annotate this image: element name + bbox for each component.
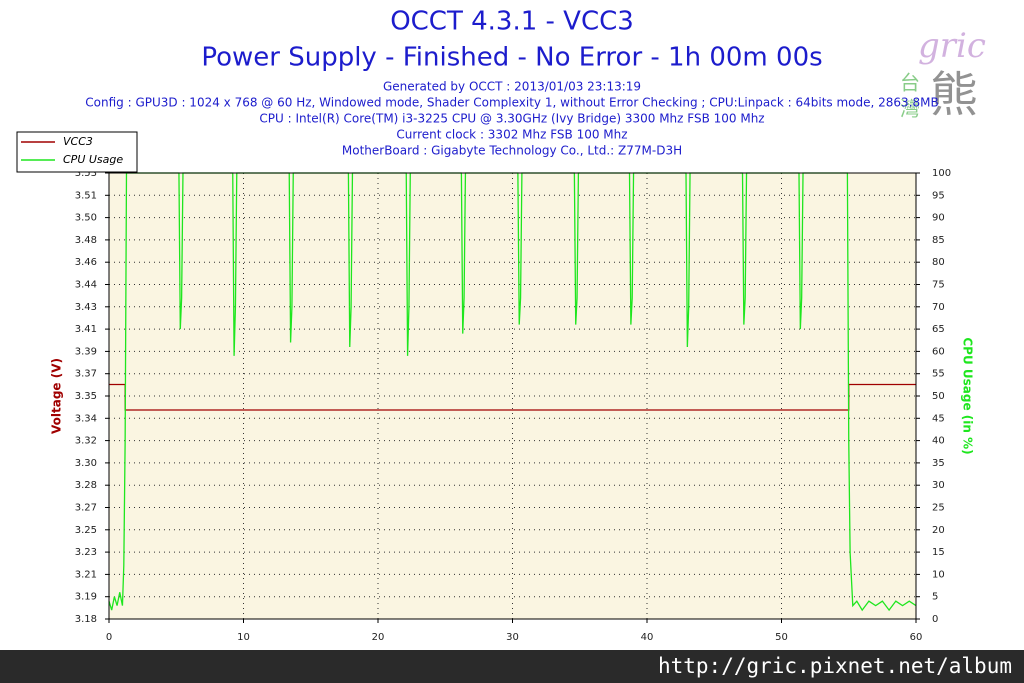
legend: VCC3 CPU Usage [16, 131, 138, 173]
x-tick-label: 60 [910, 632, 923, 643]
legend-box [16, 131, 138, 173]
y2-tick-label: 10 [932, 569, 945, 580]
y2-tick-label: 20 [932, 525, 945, 536]
x-tick-label: 10 [237, 632, 250, 643]
legend-label: VCC3 [63, 135, 93, 148]
y2-tick-label: 45 [932, 413, 945, 424]
y2-tick-label: 15 [932, 547, 945, 558]
y-tick-label: 3.28 [75, 480, 97, 491]
y2-tick-label: 90 [932, 213, 945, 224]
y2-tick-label: 60 [932, 346, 945, 357]
y-tick-label: 3.41 [75, 324, 97, 335]
y-tick-label: 3.32 [75, 436, 97, 447]
info-line: Generated by OCCT : 2013/01/03 23:13:19 [383, 80, 641, 94]
y-tick-label: 3.23 [75, 547, 97, 558]
logo-text: 灣 [900, 97, 920, 121]
x-tick-label: 40 [641, 632, 654, 643]
logo-text: 台 [900, 71, 920, 95]
chart-subtitle: Power Supply - Finished - No Error - 1h … [201, 43, 822, 73]
y-tick-label: 3.44 [75, 280, 97, 291]
y2-tick-label: 40 [932, 436, 945, 447]
y2-tick-label: 65 [932, 324, 945, 335]
plot-area [109, 173, 916, 619]
y2-tick-label: 85 [932, 235, 945, 246]
y2-tick-label: 95 [932, 190, 945, 201]
y2-tick-label: 55 [932, 369, 945, 380]
y-tick-label: 3.50 [75, 213, 97, 224]
y-tick-label: 3.30 [75, 458, 97, 469]
logo-text: gric [918, 26, 986, 66]
y2-tick-label: 0 [932, 614, 938, 625]
series-line [108, 172, 917, 612]
y-tick-label: 3.46 [75, 257, 97, 268]
y-tick-label: 3.34 [75, 413, 97, 424]
y-tick-label: 3.21 [75, 569, 97, 580]
y2-tick-label: 25 [932, 503, 945, 514]
y2-tick-label: 5 [932, 592, 938, 603]
x-tick-label: 20 [372, 632, 385, 643]
logo-text: 熊 [930, 67, 978, 123]
y2-axis-label: CPU Usage (in %) [961, 337, 975, 454]
y-tick-label: 3.27 [75, 503, 97, 514]
y-tick-label: 3.19 [75, 592, 97, 603]
logo: gric 台 灣 熊 [900, 26, 986, 123]
plot-frame [108, 172, 917, 620]
y-tick-label: 3.53 [75, 168, 97, 179]
y-tick-label: 3.37 [75, 369, 97, 380]
watermark-url: http://gric.pixnet.net/album [658, 654, 1012, 678]
y2-tick-label: 35 [932, 458, 945, 469]
info-line: Current clock : 3302 Mhz FSB 100 Mhz [396, 128, 627, 142]
y-tick-label: 3.48 [75, 235, 97, 246]
y-tick-label: 3.25 [75, 525, 97, 536]
y2-tick-label: 50 [932, 391, 945, 402]
legend-label: CPU Usage [63, 153, 123, 166]
y-axis-label: Voltage (V) [50, 358, 64, 434]
series-line [109, 383, 916, 411]
x-tick-label: 50 [775, 632, 788, 643]
x-tick-label: 0 [106, 632, 112, 643]
y2-tick-label: 70 [932, 302, 945, 313]
info-line: MotherBoard : Gigabyte Technology Co., L… [342, 144, 682, 158]
x-tick-label: 30 [506, 632, 519, 643]
chart-title: OCCT 4.3.1 - VCC3 [390, 7, 634, 37]
y2-tick-label: 75 [932, 280, 945, 291]
y-tick-label: 3.35 [75, 391, 97, 402]
footer-band [0, 650, 1024, 683]
y2-tick-label: 80 [932, 257, 945, 268]
y-tick-label: 3.39 [75, 346, 97, 357]
y2-tick-label: 100 [932, 168, 951, 179]
y-tick-label: 3.18 [75, 614, 97, 625]
y-tick-label: 3.43 [75, 302, 97, 313]
info-line: Config : GPU3D : 1024 x 768 @ 60 Hz, Win… [85, 96, 938, 110]
y-tick-label: 3.51 [75, 190, 97, 201]
y2-tick-label: 30 [932, 480, 945, 491]
info-line: CPU : Intel(R) Core(TM) i3-3225 CPU @ 3.… [259, 112, 764, 126]
